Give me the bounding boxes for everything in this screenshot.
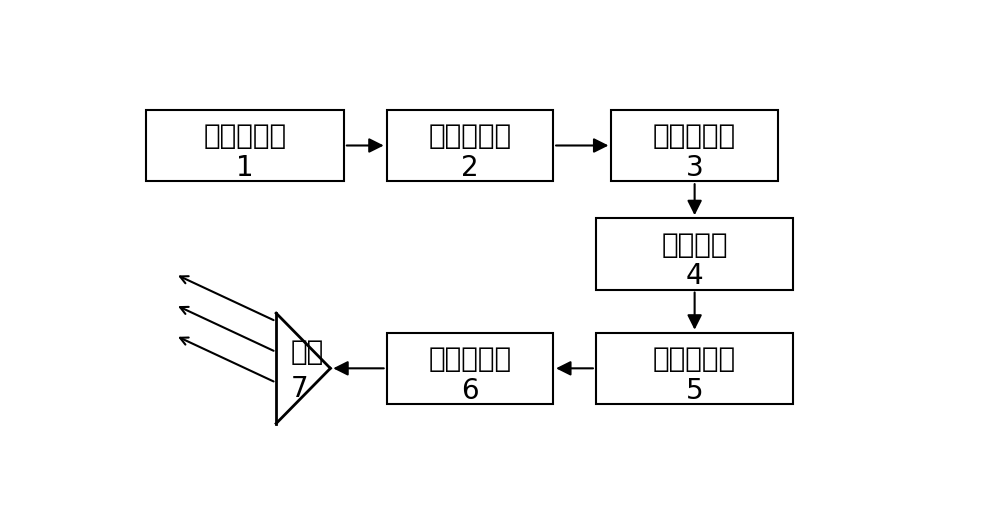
Text: 4: 4 — [686, 262, 703, 290]
Bar — [146, 110, 344, 181]
Bar — [596, 332, 793, 404]
Bar — [387, 332, 553, 404]
Text: 频率跟踪器: 频率跟踪器 — [428, 345, 511, 373]
Text: 5: 5 — [686, 377, 703, 405]
Text: 上变频器: 上变频器 — [661, 231, 728, 259]
Text: 6: 6 — [461, 377, 479, 405]
Text: 3: 3 — [686, 154, 704, 182]
Bar — [611, 110, 778, 181]
Bar — [596, 218, 793, 289]
Text: 振子: 振子 — [290, 338, 324, 366]
Text: 2: 2 — [461, 154, 479, 182]
Text: 频率调制器: 频率调制器 — [428, 123, 511, 150]
Text: 波形发生器: 波形发生器 — [204, 123, 287, 150]
Bar — [387, 110, 553, 181]
Text: 1: 1 — [236, 154, 254, 182]
Text: 低噪放大器: 低噪放大器 — [653, 345, 736, 373]
Text: 7: 7 — [291, 375, 308, 403]
Text: 数模转换器: 数模转换器 — [653, 123, 736, 150]
